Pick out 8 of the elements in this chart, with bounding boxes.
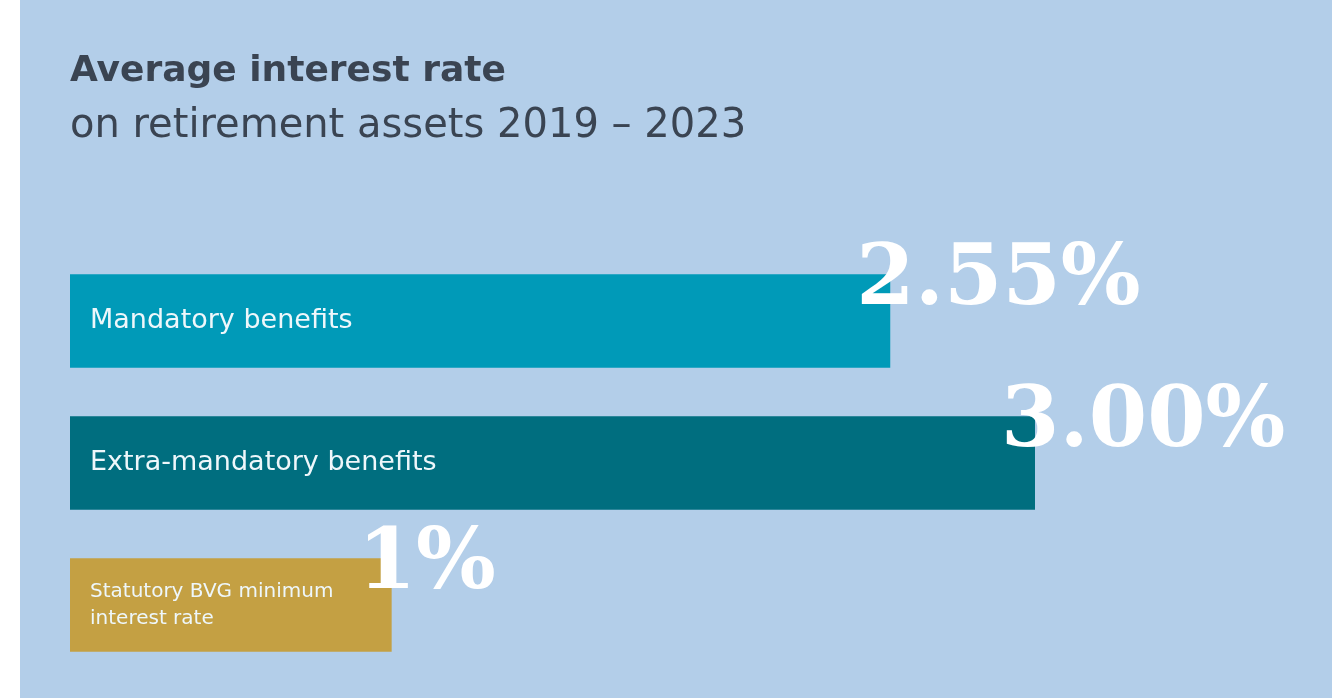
y-tick-label: Mandatory benefits	[90, 303, 353, 335]
data-label: 3.00%	[1001, 366, 1286, 466]
data-label: 2.55%	[856, 224, 1141, 324]
chart-subtitle: on retirement assets 2019 – 2023	[70, 100, 747, 146]
chart-title: Average interest rate	[70, 48, 506, 89]
data-label: 1%	[357, 508, 496, 608]
y-tick-label: Statutory BVG minimum interest rate	[90, 577, 334, 629]
y-tick-label: Extra-mandatory benefits	[90, 445, 437, 477]
